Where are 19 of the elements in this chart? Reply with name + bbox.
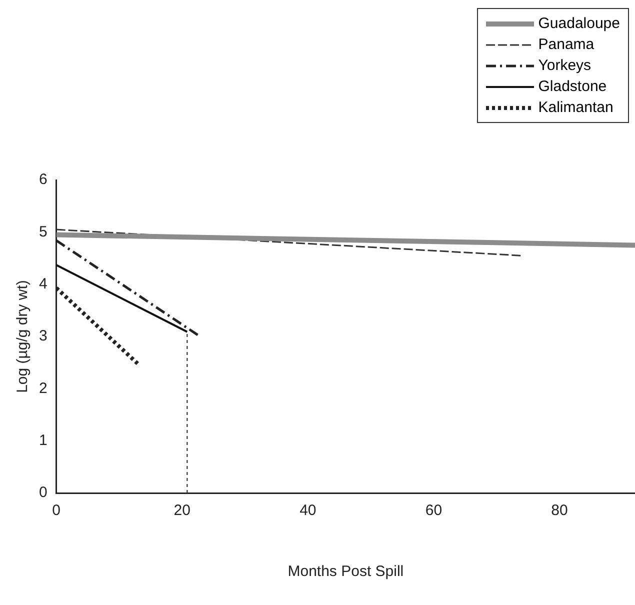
x-axis-title: Months Post Spill: [288, 563, 404, 580]
y-tick-label: 5: [39, 223, 48, 240]
legend-label: Panama: [538, 36, 594, 53]
y-tick-label: 0: [39, 484, 48, 502]
x-tick-label: 0: [52, 502, 61, 520]
y-tick-label: 3: [39, 328, 48, 345]
legend-label: Gladstone: [538, 78, 607, 95]
y-tick-label: 4: [39, 275, 48, 292]
x-tick-label: 20: [174, 502, 190, 520]
x-tick-label: 60: [425, 502, 442, 520]
legend-label: Guadaloupe: [538, 15, 620, 32]
legend-label: Yorkeys: [538, 57, 592, 74]
legend-label: Kalimantan: [538, 99, 614, 116]
x-tick-label: 40: [300, 502, 316, 520]
y-tick-label: 2: [39, 380, 48, 397]
y-tick-label: 1: [39, 432, 48, 449]
x-tick-label: 80: [551, 502, 568, 520]
y-axis-title: Log (µg/g dry wt): [14, 280, 32, 393]
y-tick-label: 6: [39, 171, 48, 188]
